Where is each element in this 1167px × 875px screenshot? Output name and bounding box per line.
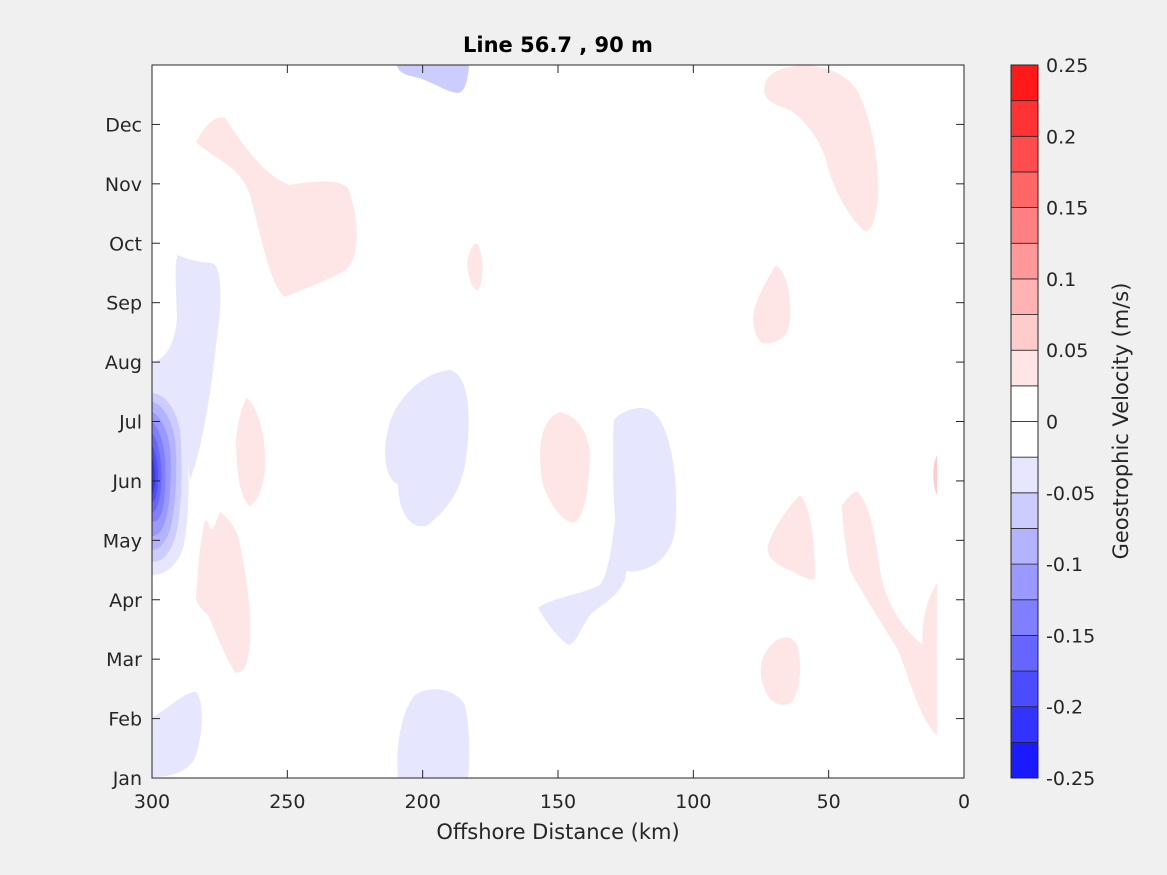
positive-contour xyxy=(196,117,357,297)
colorbar-tick-label: -0.2 xyxy=(1046,697,1083,719)
x-tick-label: 0 xyxy=(958,791,970,813)
negative-contour xyxy=(152,457,155,494)
colorbar-bin xyxy=(1010,171,1039,208)
x-axis-label: Offshore Distance (km) xyxy=(436,820,679,844)
negative-contour xyxy=(397,65,469,93)
x-tick-label: 50 xyxy=(817,791,841,813)
colorbar-bin xyxy=(1010,207,1039,244)
y-tick-label: Nov xyxy=(105,174,142,196)
positive-contour xyxy=(540,412,590,523)
positive-contour xyxy=(922,583,937,693)
colorbar-bin xyxy=(1010,528,1039,565)
negative-contour xyxy=(397,689,470,778)
y-tick-label: Oct xyxy=(109,233,142,255)
positive-contour xyxy=(767,495,815,580)
positive-contour xyxy=(842,491,937,735)
x-axis: 300 250 200 150 100 50 0 xyxy=(134,65,970,813)
colorbar-frame xyxy=(1010,64,1039,779)
negative-contour xyxy=(152,691,202,777)
y-tick-label: Feb xyxy=(108,709,142,731)
contour-layer xyxy=(152,65,937,778)
colorbar-tick-label: 0.25 xyxy=(1046,55,1088,77)
positive-contour xyxy=(467,243,483,290)
colorbar-tick-label: -0.15 xyxy=(1046,625,1095,647)
colorbar-bin xyxy=(1010,635,1039,672)
y-tick-label: May xyxy=(103,530,142,552)
colorbar-tick-label: 0.05 xyxy=(1046,340,1088,362)
negative-contour xyxy=(152,255,221,480)
y-tick-label: Mar xyxy=(106,649,142,671)
colorbar-bin xyxy=(1010,100,1039,137)
y-tick-label: Aug xyxy=(105,352,142,374)
colorbar-bin xyxy=(1010,599,1039,636)
colorbar-bin xyxy=(1010,741,1039,779)
negative-contour xyxy=(538,520,627,645)
x-tick-label: 200 xyxy=(405,791,441,813)
x-tick-label: 300 xyxy=(134,791,170,813)
y-tick-label: Sep xyxy=(106,293,142,315)
negative-contour xyxy=(407,400,453,487)
colorbar-bin xyxy=(1010,135,1039,173)
colorbar-bin xyxy=(1010,385,1039,422)
colorbar-bin xyxy=(1010,349,1039,387)
x-tick-label: 150 xyxy=(540,791,576,813)
positive-contour xyxy=(760,637,801,705)
chart-title: Line 56.7 , 90 m xyxy=(463,33,653,57)
colorbar-bin xyxy=(1010,278,1039,315)
colorbar-tick-label: -0.25 xyxy=(1046,768,1095,790)
y-tick-label: Jan xyxy=(112,768,142,790)
y-tick-label: Dec xyxy=(105,114,142,136)
colorbar-bin xyxy=(1010,670,1039,708)
colorbar-tick-label: -0.1 xyxy=(1046,554,1083,576)
negative-contour xyxy=(631,474,648,522)
positive-contour xyxy=(236,398,266,506)
positive-contour xyxy=(933,455,937,495)
positive-contour xyxy=(764,65,879,232)
positive-contour xyxy=(753,265,791,344)
colorbar-bin xyxy=(1010,314,1039,351)
colorbar-bin xyxy=(1010,706,1039,743)
colorbar-tick-label: 0 xyxy=(1046,412,1058,434)
colorbar-bin xyxy=(1010,456,1039,494)
colorbar-tick-label: -0.05 xyxy=(1046,483,1095,505)
x-tick-label: 100 xyxy=(675,791,711,813)
y-tick-label: Apr xyxy=(109,590,142,612)
colorbar-ticks: 0.25 0.2 0.15 0.1 0.05 0 -0.05 -0.1 -0.15 -0.2 -0.… xyxy=(1046,55,1095,790)
y-axis: Jan Feb Mar Apr May Jun Jul Aug Sep Oct Nov Dec xyxy=(103,114,964,790)
y-tick-label: Jun xyxy=(111,471,142,493)
colorbar xyxy=(1010,64,1039,779)
x-tick-label: 250 xyxy=(269,791,305,813)
colorbar-tick-label: 0.1 xyxy=(1046,269,1076,291)
colorbar-tick-label: 0.2 xyxy=(1046,126,1076,148)
colorbar-bin xyxy=(1010,421,1039,458)
colorbar-bin xyxy=(1010,242,1039,280)
colorbar-bin xyxy=(1010,64,1039,102)
colorbar-tick-label: 0.15 xyxy=(1046,198,1088,220)
colorbar-label: Geostrophic Velocity (m/s) xyxy=(1109,283,1133,560)
colorbar-bin xyxy=(1010,492,1039,529)
colorbar-bin xyxy=(1010,563,1039,601)
y-tick-label: Jul xyxy=(118,412,142,434)
positive-contour xyxy=(196,512,251,673)
